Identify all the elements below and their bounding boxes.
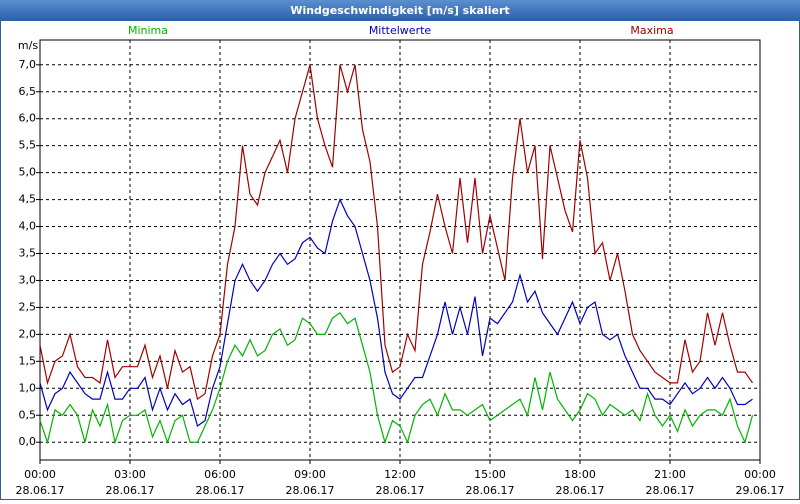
x-tick-date: 28.06.17 bbox=[106, 484, 155, 497]
y-tick-label: 0,0 bbox=[19, 435, 37, 448]
y-tick-label: 1,0 bbox=[19, 381, 37, 394]
x-tick-label: 00:00 bbox=[24, 468, 56, 481]
x-tick-label: 12:00 bbox=[384, 468, 416, 481]
series-line bbox=[39, 64, 753, 401]
x-tick-label: 15:00 bbox=[474, 468, 506, 481]
x-tick-date: 28.06.17 bbox=[16, 484, 65, 497]
x-tick-date: 28.06.17 bbox=[376, 484, 425, 497]
x-tick-date: 28.06.17 bbox=[286, 484, 335, 497]
legend-entry: Minima bbox=[128, 24, 168, 37]
series-line bbox=[39, 197, 753, 427]
y-tick-label: 3,5 bbox=[19, 247, 37, 260]
y-tick-label: 4,0 bbox=[19, 220, 37, 233]
x-tick-label: 21:00 bbox=[654, 468, 686, 481]
x-tick-date: 28.06.17 bbox=[466, 484, 515, 497]
y-tick-label: 4,5 bbox=[19, 193, 37, 206]
x-tick-date: 28.06.17 bbox=[196, 484, 245, 497]
x-tick-label: 00:00 bbox=[744, 468, 776, 481]
y-tick-label: 1,5 bbox=[19, 354, 37, 367]
title-bar bbox=[0, 0, 800, 21]
x-tick-date: 28.06.17 bbox=[556, 484, 605, 497]
series-line bbox=[39, 311, 754, 445]
y-tick-label: 7,0 bbox=[19, 58, 37, 71]
y-tick-label: 5,5 bbox=[19, 139, 37, 152]
chart-title: Windgeschwindigkeit [m/s] skaliert bbox=[290, 4, 509, 17]
x-tick-label: 18:00 bbox=[564, 468, 596, 481]
y-tick-label: 0,5 bbox=[19, 408, 37, 421]
legend-entry: Maxima bbox=[630, 24, 673, 37]
x-tick-label: 03:00 bbox=[114, 468, 146, 481]
legend-entry: Mittelwerte bbox=[369, 24, 432, 37]
y-axis-label: m/s bbox=[18, 39, 38, 52]
x-tick-label: 09:00 bbox=[294, 468, 326, 481]
y-tick-label: 6,5 bbox=[19, 85, 37, 98]
y-tick-label: 2,5 bbox=[19, 300, 37, 313]
x-tick-date: 29.06.17 bbox=[736, 484, 785, 497]
y-tick-label: 2,0 bbox=[19, 327, 37, 340]
y-tick-label: 6,0 bbox=[19, 112, 37, 125]
x-tick-date: 28.06.17 bbox=[646, 484, 695, 497]
y-tick-label: 5,0 bbox=[19, 166, 37, 179]
y-tick-label: 3,0 bbox=[19, 273, 37, 286]
x-tick-label: 06:00 bbox=[204, 468, 236, 481]
